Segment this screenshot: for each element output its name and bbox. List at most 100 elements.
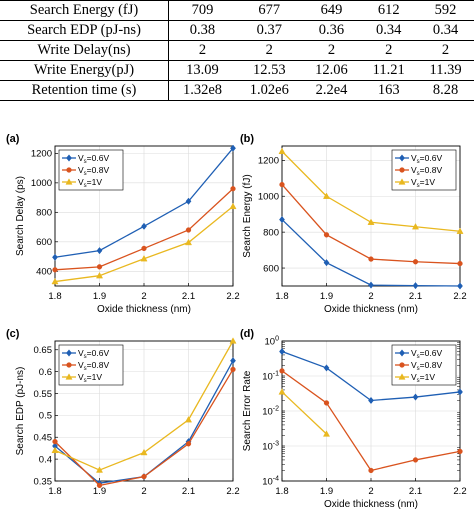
data-point (66, 154, 72, 162)
plot-frame (281, 340, 461, 482)
panel-label: (c) (6, 328, 20, 340)
data-point (412, 259, 419, 265)
y-tick-label: 800 (263, 227, 279, 238)
data-point (96, 482, 103, 489)
table-cell: 163 (377, 82, 400, 98)
results-table-region: Search Energy (fJ) 709 677 649 612 592 Search … (0, 0, 474, 101)
data-point (323, 364, 330, 372)
legend-subscript: s (84, 159, 87, 165)
table-cell: 709 (191, 2, 214, 18)
chart-a: (a) 1.8 1.9 2 2.1 2.2 400 600 800 1000 1200 Oxide t… (6, 133, 240, 315)
legend-name: V (411, 153, 417, 163)
table-cell: 0.38 (189, 22, 216, 38)
y-tick-base: 10 (262, 477, 273, 488)
series-line (281, 391, 327, 435)
legend-entry: Vs=0.8V (411, 360, 442, 372)
figure-panels: (a) 1.8 1.9 2 2.1 2.2 400 600 800 1000 1200 Oxide t… (6, 133, 467, 509)
x-tick-label: 2.2 (453, 486, 466, 497)
y-tick-label: 1200 (31, 149, 52, 160)
y-tick-label: 100 (265, 336, 280, 348)
row-label: Write Energy(pJ) (0, 60, 169, 81)
legend-suffix: =1V (420, 372, 436, 382)
x-tick-label: 2.1 (409, 291, 422, 302)
table-cell: 2 (385, 42, 393, 58)
data-point (398, 178, 406, 185)
x-tick-label: 1.8 (275, 486, 288, 497)
y-axis-label: Search Energy (fJ) (242, 174, 253, 257)
legend-entry: Vs=0.8V (78, 165, 109, 177)
y-axis-label: Search Delay (ps) (15, 176, 26, 256)
data-point (279, 347, 285, 356)
data-point (368, 396, 374, 405)
data-point (229, 202, 237, 210)
plot-frame (54, 145, 234, 287)
data-point (399, 154, 405, 162)
plot-frame (54, 340, 234, 482)
data-point (278, 388, 286, 395)
data-point (51, 277, 59, 285)
results-table: Search Energy (fJ) 709 677 649 612 592 Search … (0, 0, 474, 101)
data-point (279, 215, 285, 224)
data-point (279, 181, 285, 188)
legend-entry: Vs=0.6V (78, 348, 109, 360)
table-cell: 8.28 (432, 82, 459, 98)
y-tick-base: 10 (262, 442, 273, 453)
legend-name: V (78, 153, 84, 163)
legend-subscript: s (417, 354, 420, 360)
data-point (323, 400, 330, 406)
legend-suffix: =0.8V (87, 360, 110, 370)
legend-name: V (78, 372, 84, 382)
legend-suffix: =0.8V (87, 165, 110, 175)
data-point (230, 186, 236, 192)
legend-entry: Vs=0.8V (411, 165, 442, 177)
results-table-body: Search Energy (fJ) 709 677 649 612 592 Search … (0, 0, 474, 101)
x-tick-label: 2.1 (409, 486, 422, 497)
legend-entry: Vs=1V (411, 177, 435, 189)
legend-name: V (78, 165, 84, 175)
y-tick-label: 0.55 (34, 389, 53, 400)
legend-entry: Vs=0.8V (78, 360, 109, 372)
table-cell: 612 (377, 2, 400, 18)
data-point (140, 255, 148, 262)
x-tick-label: 1.8 (48, 291, 61, 302)
data-point (184, 416, 193, 423)
x-tick-label: 1.8 (48, 486, 61, 497)
data-point (412, 457, 419, 463)
data-point (278, 147, 286, 155)
y-axis-label: Search Error Rate (242, 370, 253, 451)
table-cell: 13.09 (186, 62, 219, 78)
y-tick-label: 0.45 (34, 433, 53, 444)
panel-label: (a) (6, 133, 20, 145)
data-point (52, 253, 58, 261)
row-label: Search EDP (pJ-ns) (0, 20, 169, 41)
data-point (456, 227, 464, 234)
legend-subscript: s (417, 366, 420, 372)
chart-d: (d)1.8 1.9 2 2.1 2.210-410-310-210-1100Oxide… (240, 328, 467, 509)
x-axis-label: Oxide thickness (nm) (97, 304, 191, 315)
y-tick-exponent: -4 (273, 476, 279, 483)
y-tick-label: 0.5 (39, 411, 52, 422)
legend-suffix: =0.8V (420, 360, 443, 370)
legend-name: V (411, 360, 417, 370)
data-point (411, 223, 420, 230)
y-tick-label: 600 (263, 263, 279, 274)
y-tick-label: 0.4 (39, 454, 52, 465)
table-cell: 0.34 (432, 22, 459, 38)
x-tick-label: 1.8 (275, 291, 288, 302)
data-point (66, 362, 72, 368)
data-point (52, 267, 58, 273)
legend-entry: Vs=0.6V (78, 153, 109, 165)
y-tick-exponent: -1 (273, 371, 279, 378)
data-point (399, 167, 405, 173)
chart-c: (c) 1.8 1.9 2 2.1 2.2 0.35 0.4 0.45 0.5 0.55 0.6 0.6… (6, 328, 240, 497)
legend-subscript: s (84, 354, 87, 360)
table-cell: 12.06 (315, 62, 348, 78)
data-point (96, 247, 103, 255)
x-tick-label: 2.1 (182, 291, 195, 302)
data-point (412, 282, 419, 290)
y-tick-exponent: -3 (273, 441, 279, 448)
data-point (323, 259, 330, 267)
data-point (230, 366, 236, 373)
y-tick-exponent: 0 (275, 336, 279, 343)
